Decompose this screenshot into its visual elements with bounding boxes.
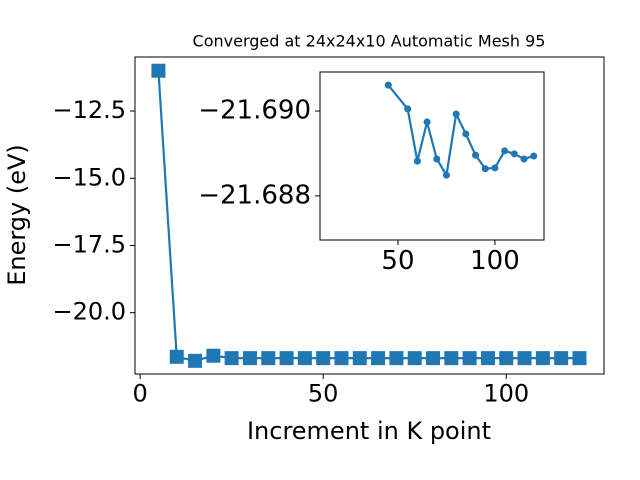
data-point (433, 155, 441, 163)
data-point (352, 351, 367, 366)
x-tick-label: 50 (381, 246, 414, 276)
data-point (151, 63, 166, 78)
data-point (491, 164, 499, 172)
data-point (224, 351, 239, 366)
data-point (572, 351, 587, 366)
data-point (462, 130, 470, 138)
data-point (404, 105, 412, 113)
data-point (316, 351, 331, 366)
chart-title: Converged at 24x24x10 Automatic Mesh 95 (193, 32, 546, 51)
data-point (426, 351, 441, 366)
plot-layer (384, 81, 538, 179)
data-point (413, 157, 421, 165)
x-tick-label: 0 (132, 379, 147, 407)
data-point (169, 349, 184, 364)
x-tick-label: 100 (483, 379, 529, 407)
data-point (517, 351, 532, 366)
data-point (442, 171, 450, 179)
data-point (535, 351, 550, 366)
x-tick-label: 50 (308, 379, 339, 407)
data-point (444, 351, 459, 366)
plot-layer (151, 63, 587, 368)
y-tick-label: −21.688 (198, 180, 311, 210)
data-point (554, 351, 569, 366)
data-point (480, 351, 495, 366)
x-axis-label: Increment in K point (247, 417, 491, 445)
data-point (452, 110, 460, 118)
data-point (499, 351, 514, 366)
data-point (501, 147, 509, 155)
data-point (520, 155, 528, 163)
y-tick-label: −12.5 (52, 96, 126, 124)
data-point (472, 151, 480, 159)
data-point (389, 351, 404, 366)
data-point (297, 351, 312, 366)
data-point (530, 152, 538, 160)
data-point (510, 150, 518, 158)
y-tick-label: −20.0 (52, 298, 126, 326)
x-tick-label: 100 (470, 246, 520, 276)
data-point (407, 351, 422, 366)
data-point (279, 351, 294, 366)
data-point (206, 348, 221, 363)
data-point (371, 351, 386, 366)
data-point (481, 165, 489, 173)
y-tick-label: −15.0 (52, 163, 126, 191)
data-point (423, 118, 431, 126)
plot-area (319, 71, 545, 241)
data-point (462, 351, 477, 366)
data-point (188, 353, 203, 368)
data-point (384, 81, 392, 89)
data-point (334, 351, 349, 366)
data-point (261, 351, 276, 366)
y-tick-label: −21.690 (198, 96, 311, 126)
data-point (242, 351, 257, 366)
y-axis-label: Energy (eV) (3, 144, 31, 286)
y-tick-label: −17.5 (52, 230, 126, 258)
